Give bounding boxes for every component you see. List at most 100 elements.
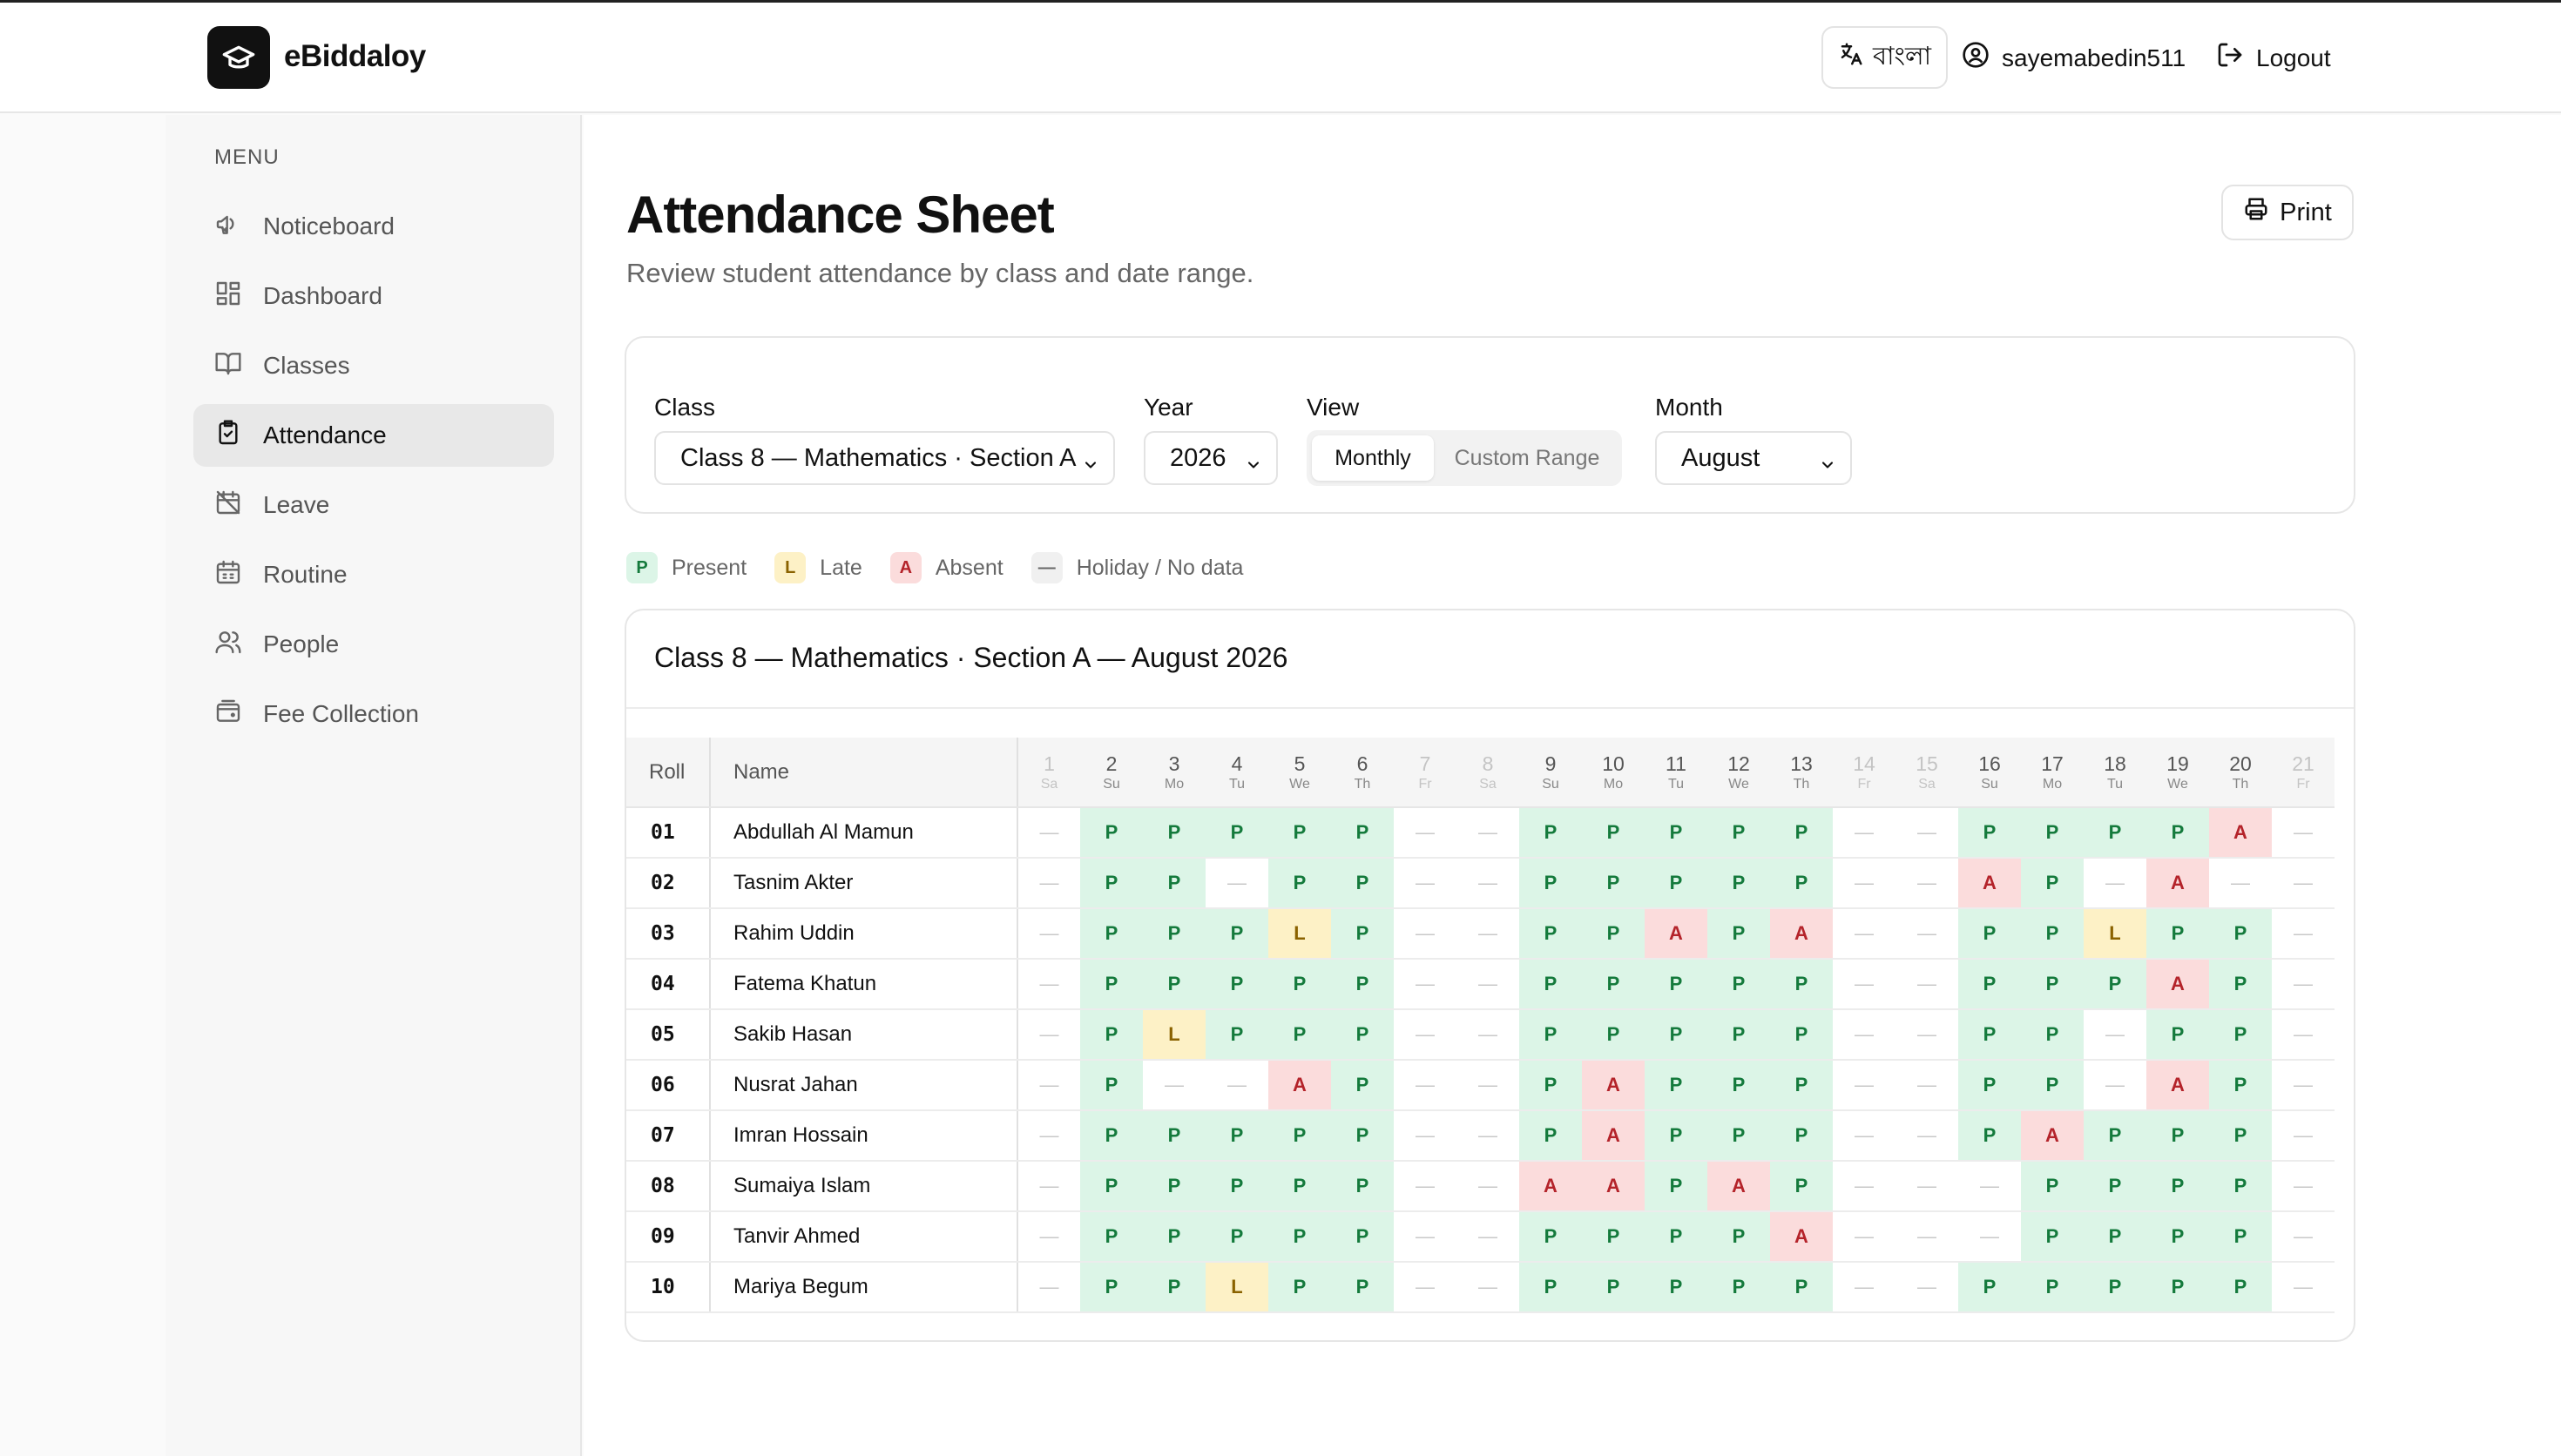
year-select-value: 2026 [1170,443,1226,472]
sidebar-item-leave[interactable]: Leave [193,474,554,536]
student-name-cell: Tasnim Akter [710,858,1018,909]
attendance-cell: P [2021,908,2084,960]
attendance-cell: A [1645,908,1707,960]
brand-name[interactable]: eBiddaloy [284,39,426,73]
attendance-cell: P [1582,1211,1645,1263]
attendance-cell: — [1895,908,1958,960]
attendance-cell: P [2146,807,2209,859]
year-select[interactable]: 2026 [1144,431,1278,485]
attendance-cell: — [1833,1161,1895,1212]
attendance-cell: P [1645,1110,1707,1162]
attendance-cell: P [1707,858,1770,909]
attendance-cell: — [2272,959,2335,1010]
student-name-cell: Sumaiya Islam [710,1161,1018,1212]
day-number: 1 [1044,752,1055,775]
calendar-off-icon [214,489,242,522]
attendance-cell: — [1456,1211,1519,1263]
day-column-header: 10 Mo [1582,738,1645,808]
attendance-cell: — [1895,1009,1958,1061]
attendance-cell: A [2146,959,2209,1010]
class-select[interactable]: Class 8 — Mathematics · Section A [654,431,1115,485]
print-button[interactable]: Print [2221,185,2354,240]
sidebar-item-attendance[interactable]: Attendance [193,404,554,467]
attendance-cell: P [1645,1161,1707,1212]
logout-button[interactable]: Logout [2216,41,2331,75]
attendance-cell: L [1143,1009,1206,1061]
day-weekday: Tu [1228,776,1246,792]
attendance-cell: L [1268,908,1331,960]
language-toggle-button[interactable]: বাংলা [1821,26,1948,89]
attendance-cell: P [2146,1161,2209,1212]
attendance-cell: P [1206,807,1268,859]
day-column-header: 2 Su [1080,738,1143,808]
sidebar-item-people[interactable]: People [193,613,554,676]
attendance-cell: P [2209,1110,2272,1162]
attendance-cell: P [1206,1211,1268,1263]
table-row: 09 Tanvir Ahmed — P P P P P — — P P P P A — — — P P P P — [626,1211,2335,1263]
roll-cell: 07 [626,1110,711,1162]
sidebar-item-label: Leave [263,491,330,518]
attendance-cell: P [1268,1110,1331,1162]
attendance-table-container[interactable]: Roll Name 1 Sa 2 Su 3 Mo 4 Tu 5 We 6 Th 7 Fr 8 Sa 9 Su 10 M… [626,738,2335,1313]
legend-present: P Present [626,552,747,583]
attendance-cell: — [1017,807,1080,859]
attendance-cell: P [1707,1262,1770,1313]
sidebar-item-noticeboard[interactable]: Noticeboard [193,195,554,258]
day-weekday: Fr [1418,776,1432,792]
roll-column-header: Roll [626,738,711,808]
sidebar-item-dashboard[interactable]: Dashboard [193,265,554,327]
sidebar-item-label: Routine [263,561,348,588]
view-custom-range-option[interactable]: Custom Range [1454,445,1600,470]
class-select-value: Class 8 — Mathematics · Section A [680,443,1077,472]
table-row: 02 Tasnim Akter — P P — P P — — P P P P P — — A P — A — — [626,858,2335,909]
attendance-cell: A [1770,1211,1833,1263]
view-monthly-option[interactable]: Monthly [1312,435,1434,481]
attendance-cell: P [1645,1060,1707,1111]
attendance-cell: — [2272,1161,2335,1212]
day-number: 14 [1853,752,1875,775]
sidebar-item-classes[interactable]: Classes [193,334,554,397]
attendance-cell: P [1707,1009,1770,1061]
graduation-cap-icon[interactable] [207,26,270,89]
attendance-cell: P [1958,1110,2021,1162]
day-number: 3 [1168,752,1180,775]
attendance-cell: — [1394,1211,1456,1263]
day-number: 12 [1727,752,1750,775]
attendance-cell: P [2021,1262,2084,1313]
sidebar-item-routine[interactable]: Routine [193,543,554,606]
attendance-cell: — [1394,1009,1456,1061]
day-number: 21 [2292,752,2314,775]
day-column-header: 20 Th [2209,738,2272,808]
attendance-cell: P [2084,807,2146,859]
language-label: বাংলা [1872,42,1932,71]
attendance-cell: — [1833,1110,1895,1162]
attendance-cell: P [2209,1009,2272,1061]
student-name-cell: Abdullah Al Mamun [710,807,1018,859]
username: sayemabedin511 [2002,44,2186,71]
attendance-cell: P [1645,1262,1707,1313]
attendance-cell: P [1268,858,1331,909]
roll-cell: 05 [626,1009,711,1061]
attendance-cell: P [1582,1009,1645,1061]
roll-cell: 03 [626,908,711,960]
attendance-cell: — [1206,1060,1268,1111]
attendance-cell: P [2021,1009,2084,1061]
month-select[interactable]: August [1655,431,1852,485]
attendance-cell: — [1895,1161,1958,1212]
year-label: Year [1144,394,1193,421]
roll-cell: 08 [626,1161,711,1212]
attendance-cell: A [2209,807,2272,859]
attendance-cell: P [1206,1009,1268,1061]
sidebar-item-fee-collection[interactable]: Fee Collection [193,683,554,745]
attendance-cell: — [1017,1262,1080,1313]
attendance-cell: P [1331,1110,1394,1162]
attendance-cell: P [1080,1211,1143,1263]
attendance-cell: P [1268,959,1331,1010]
user-menu[interactable]: sayemabedin511 [1962,41,2186,75]
attendance-cell: P [1770,858,1833,909]
attendance-cell: P [1080,1262,1143,1313]
attendance-cell: P [1080,959,1143,1010]
attendance-cell: P [2021,1060,2084,1111]
attendance-cell: A [2146,1060,2209,1111]
roll-cell: 06 [626,1060,711,1111]
